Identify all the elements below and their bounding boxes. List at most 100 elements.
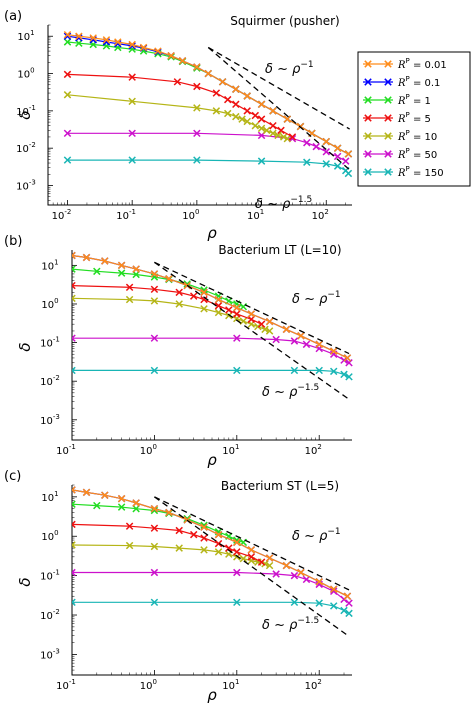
data-point	[72, 486, 76, 494]
guide-label: δ ~ ρ−1	[292, 527, 341, 544]
guide-line	[154, 261, 350, 400]
series-rp-0_1	[63, 32, 353, 158]
legend-marker	[384, 96, 392, 104]
series-line	[72, 523, 262, 563]
data-point	[150, 334, 159, 342]
data-point	[178, 57, 187, 65]
data-point	[277, 126, 285, 135]
data-point	[238, 115, 246, 123]
axis-spines	[47, 25, 352, 206]
guide-line	[154, 261, 350, 355]
data-point	[257, 320, 266, 328]
x-axis-label: ρ	[207, 224, 217, 242]
data-point	[239, 554, 248, 563]
data-point	[233, 310, 241, 318]
data-point	[167, 52, 175, 60]
data-point	[173, 78, 182, 86]
series-line	[72, 544, 270, 567]
legend-marker	[364, 150, 372, 158]
data-point	[150, 270, 159, 278]
data-point	[150, 285, 159, 294]
data-point	[288, 133, 297, 141]
data-point	[72, 366, 76, 375]
data-point	[212, 107, 221, 115]
data-point	[128, 73, 136, 81]
series-line	[72, 601, 350, 614]
data-point	[329, 602, 338, 610]
data-point	[329, 587, 338, 596]
legend-entry: RP = 5	[363, 111, 431, 125]
x-tick-label: 100	[140, 678, 157, 692]
series-line	[67, 34, 349, 155]
data-point	[344, 150, 353, 158]
data-point	[302, 340, 311, 349]
data-point	[72, 265, 76, 273]
y-tick-label: 10-3	[40, 647, 60, 661]
data-point	[340, 606, 348, 615]
data-point	[150, 297, 159, 305]
legend-entry: RP = 0.1	[363, 75, 440, 89]
data-point	[233, 538, 241, 547]
y-tick-label: 10-2	[40, 374, 60, 388]
data-point	[322, 148, 330, 156]
data-point	[282, 325, 291, 334]
data-point	[72, 520, 76, 529]
data-point	[312, 142, 320, 151]
series-rp-50	[72, 568, 353, 607]
data-point	[63, 32, 72, 40]
data-point	[193, 129, 201, 138]
panel-b: 10-1 100 101 102 10-3 10-2 10-1 100 101 (b) Bacter…	[4, 234, 353, 469]
data-point	[283, 115, 292, 123]
data-point	[345, 373, 353, 381]
series-rp-5	[63, 70, 297, 141]
data-point	[274, 131, 282, 140]
legend-marker	[364, 78, 372, 86]
series-line	[67, 35, 349, 155]
data-point	[139, 43, 148, 52]
data-point	[265, 327, 274, 335]
data-point	[189, 292, 198, 300]
y-tick-label: 10-1	[40, 336, 60, 350]
plot-area	[72, 486, 353, 618]
data-point	[212, 89, 221, 97]
guide-label: δ ~ ρ−1	[265, 60, 314, 77]
data-point	[283, 134, 292, 143]
legend-marker	[384, 168, 392, 176]
y-tick-label: 101	[41, 490, 58, 504]
data-point	[322, 160, 330, 168]
series-rp-10	[72, 294, 274, 335]
data-point	[224, 95, 232, 104]
series-rp-5	[72, 281, 266, 328]
data-point	[200, 295, 208, 304]
data-point	[150, 542, 159, 551]
data-point	[329, 347, 338, 355]
guide-line	[207, 46, 351, 171]
guide-label: δ ~ ρ−1.5	[262, 616, 319, 633]
data-point	[165, 508, 173, 517]
data-point	[193, 63, 201, 71]
data-point	[82, 253, 91, 262]
y-tick-label: 101	[17, 29, 34, 43]
legend-marker	[364, 60, 372, 68]
minor-ticks	[72, 253, 345, 441]
data-point	[154, 47, 162, 55]
data-point	[165, 275, 173, 283]
guide-slope-1: δ ~ ρ−1	[154, 261, 350, 355]
data-point	[150, 598, 159, 607]
x-tick-label: 10-1	[56, 443, 76, 457]
legend-entry: RP = 0.01	[363, 57, 447, 71]
data-point	[262, 126, 271, 135]
data-point	[150, 568, 159, 577]
data-point	[128, 129, 136, 138]
data-point	[233, 366, 241, 375]
guide-label: δ ~ ρ−1.5	[262, 383, 319, 400]
legend-box	[357, 51, 471, 187]
series-rp-10	[63, 91, 292, 143]
guide-slope-1: δ ~ ρ−1	[207, 46, 350, 130]
data-point	[257, 558, 266, 566]
data-point	[322, 137, 330, 146]
panel-title: Bacterium ST (L=5)	[221, 479, 339, 493]
legend-marker	[384, 150, 392, 158]
data-point	[233, 303, 241, 312]
data-point	[290, 366, 299, 375]
